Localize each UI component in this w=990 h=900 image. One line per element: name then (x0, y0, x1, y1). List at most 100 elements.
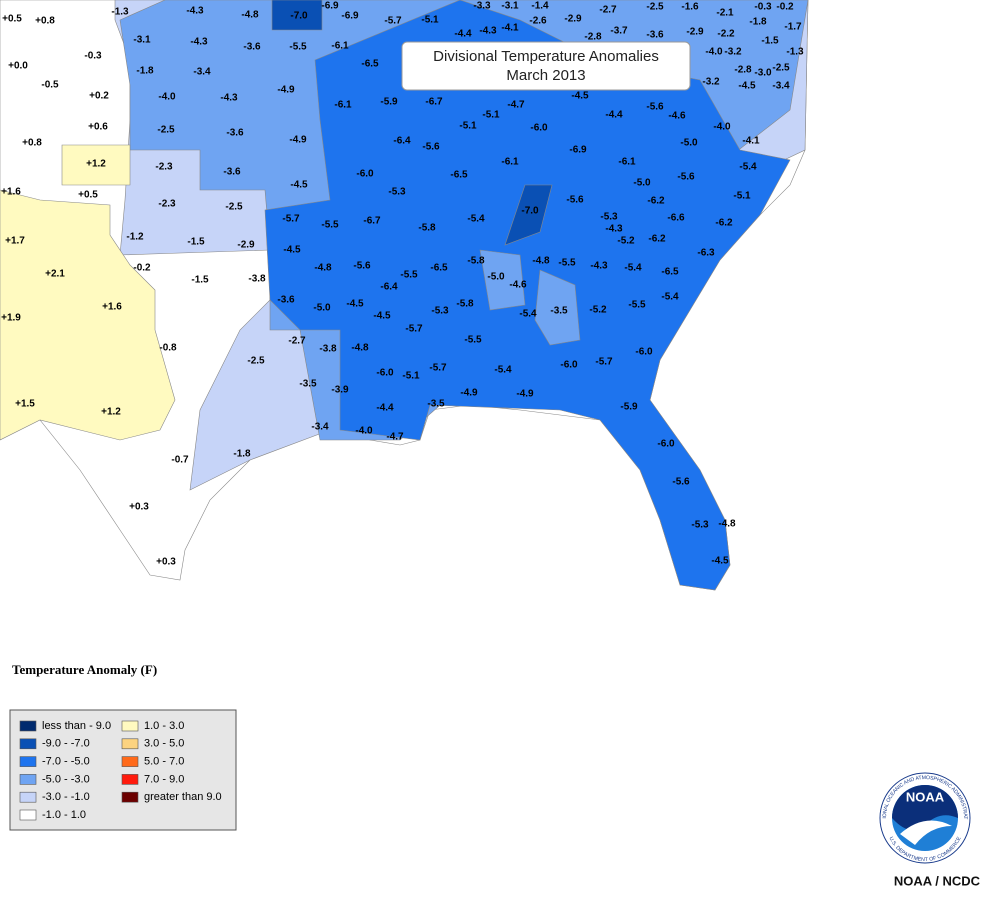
legend-label: 5.0 - 7.0 (144, 756, 184, 768)
anomaly-label: -4.1 (742, 136, 760, 147)
anomaly-label: -5.1 (482, 110, 500, 121)
anomaly-label: -1.2 (126, 232, 144, 243)
anomaly-label: -4.4 (605, 110, 623, 121)
anomaly-label: -2.3 (155, 162, 173, 173)
anomaly-label: -2.5 (646, 2, 664, 13)
anomaly-label: -1.5 (191, 275, 209, 286)
anomaly-label: -5.0 (313, 303, 331, 314)
legend-label: 7.0 - 9.0 (144, 773, 184, 785)
anomaly-label: -5.3 (691, 520, 709, 531)
anomaly-label: -4.5 (346, 299, 364, 310)
anomaly-label: -4.8 (241, 10, 259, 21)
anomaly-label: -5.1 (402, 371, 420, 382)
anomaly-label: -0.3 (754, 2, 772, 13)
anomaly-label: -4.9 (289, 135, 307, 146)
anomaly-label: -3.3 (473, 1, 491, 12)
anomaly-label: -2.9 (564, 14, 582, 25)
anomaly-label: -0.7 (171, 455, 189, 466)
anomaly-label: -4.4 (454, 29, 472, 40)
anomaly-label: -4.5 (738, 81, 756, 92)
anomaly-label: -5.5 (400, 270, 418, 281)
anomaly-label: -2.9 (686, 27, 704, 38)
anomaly-label: -4.9 (460, 388, 478, 399)
anomaly-label: -4.7 (386, 432, 404, 443)
anomaly-label: -3.6 (223, 167, 241, 178)
anomaly-label: -2.5 (247, 356, 265, 367)
anomaly-label: +0.6 (88, 122, 108, 133)
anomaly-label: -5.0 (633, 178, 651, 189)
anomaly-label: -5.5 (464, 335, 482, 346)
anomaly-label: -5.3 (388, 187, 406, 198)
anomaly-label: +1.9 (1, 313, 21, 324)
anomaly-label: -3.5 (550, 306, 568, 317)
anomaly-label: -5.6 (677, 172, 695, 183)
anomaly-label: -3.1 (501, 1, 519, 12)
anomaly-label: -4.0 (158, 92, 176, 103)
anomaly-label: -3.6 (646, 30, 664, 41)
region-dark (504, 184, 553, 246)
anomaly-label: -3.4 (311, 422, 329, 433)
anomaly-label: -6.0 (376, 368, 394, 379)
anomaly-label: -1.3 (786, 47, 804, 58)
anomaly-label: -4.3 (220, 93, 238, 104)
legend-swatch (19, 791, 37, 803)
anomaly-label: -6.5 (450, 170, 468, 181)
anomaly-label: -5.5 (558, 258, 576, 269)
anomaly-label: -1.5 (761, 36, 779, 47)
anomaly-label: +0.8 (35, 16, 55, 27)
legend-swatch (19, 720, 37, 732)
map-title: Divisional Temperature Anomalies (433, 48, 659, 65)
legend-label: greater than 9.0 (144, 791, 222, 803)
anomaly-label: -1.3 (111, 7, 129, 18)
land (0, 0, 809, 591)
anomaly-label: -4.4 (376, 403, 394, 414)
anomaly-label: +0.3 (129, 502, 149, 513)
anomaly-label: -6.6 (667, 213, 685, 224)
anomaly-label: -0.2 (776, 2, 794, 13)
anomaly-label: -4.5 (373, 311, 391, 322)
anomaly-label: -4.5 (571, 91, 589, 102)
anomaly-label: -5.3 (600, 212, 618, 223)
anomaly-label: -3.2 (724, 47, 742, 58)
title-box: Divisional Temperature Anomalies March 2… (401, 41, 691, 91)
anomaly-label: -5.7 (384, 16, 402, 27)
anomaly-label: -2.6 (529, 16, 547, 27)
anomaly-label: -4.6 (509, 280, 527, 291)
anomaly-label: -2.2 (717, 29, 735, 40)
anomaly-label: -3.5 (427, 399, 445, 410)
legend-swatch (121, 774, 139, 785)
anomaly-label: -3.9 (331, 385, 349, 396)
anomaly-label: -3.4 (772, 81, 790, 92)
anomaly-label: -5.7 (429, 363, 447, 374)
anomaly-label: -5.8 (456, 299, 474, 310)
anomaly-label: -2.5 (225, 202, 243, 213)
legend-label: -5.0 - -3.0 (42, 773, 90, 785)
anomaly-label: -4.3 (590, 261, 608, 272)
anomaly-label: -4.9 (277, 85, 295, 96)
anomaly-label: -1.8 (136, 66, 154, 77)
anomaly-label: -6.1 (618, 157, 636, 168)
legend-swatch (19, 774, 37, 785)
anomaly-label: -0.8 (159, 343, 177, 354)
anomaly-label: -6.5 (661, 267, 679, 278)
anomaly-label: -6.0 (356, 169, 374, 180)
anomaly-label: -4.1 (501, 23, 519, 34)
anomaly-label: -3.8 (248, 274, 266, 285)
anomaly-label: -5.7 (405, 324, 423, 335)
legend-swatch (121, 720, 139, 732)
anomaly-label: -5.2 (617, 236, 635, 247)
anomaly-label: -7.0 (290, 11, 308, 22)
legend-label: -9.0 - -7.0 (42, 738, 90, 750)
anomaly-label: -6.2 (648, 234, 666, 245)
legend-swatch (121, 791, 139, 803)
anomaly-label: -5.1 (733, 191, 751, 202)
anomaly-label: -5.4 (661, 292, 679, 303)
legend-swatch (19, 756, 37, 767)
anomaly-label: -4.5 (290, 180, 308, 191)
anomaly-label: -6.2 (647, 196, 665, 207)
anomaly-label: -5.1 (459, 121, 477, 132)
region-yellow (0, 189, 176, 441)
logo-text: NOAA (906, 789, 945, 804)
anomaly-label: -6.5 (361, 59, 379, 70)
anomaly-label: -3.4 (193, 67, 211, 78)
